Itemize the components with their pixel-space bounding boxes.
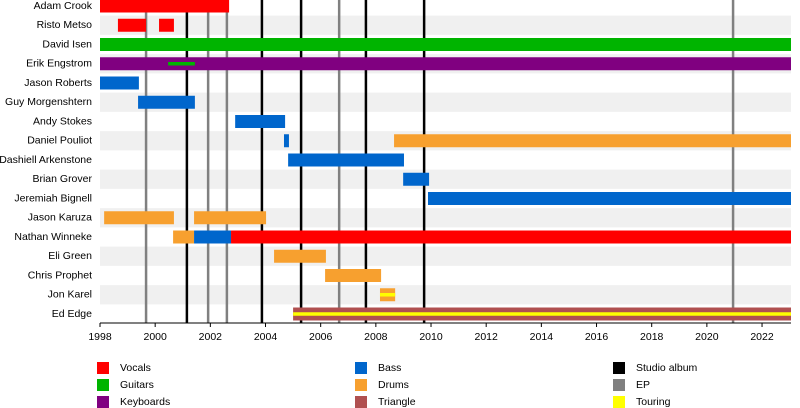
member-bar <box>168 62 195 66</box>
row-label: Erik Engstrom <box>26 58 92 70</box>
legend-label: Guitars <box>120 379 154 391</box>
row-label: Jason Roberts <box>24 77 92 89</box>
legend-label: Studio album <box>636 362 698 374</box>
member-bar <box>394 134 791 148</box>
row-label: Dashiell Arkenstone <box>0 154 92 166</box>
row-label: Nathan Winneke <box>14 231 92 243</box>
member-bar <box>194 211 267 225</box>
legend-swatch <box>613 379 625 391</box>
row-label: Risto Metso <box>37 19 93 31</box>
legend-swatch <box>355 396 367 408</box>
legend-swatch <box>97 379 109 391</box>
member-bar <box>325 269 382 282</box>
row-label: Ed Edge <box>52 308 92 320</box>
member-bar <box>104 211 174 225</box>
x-tick-label: 2018 <box>640 331 664 343</box>
member-bar <box>403 172 430 186</box>
row-label: Andy Stokes <box>33 115 92 127</box>
row-stripe <box>100 208 791 228</box>
row-stripe <box>100 15 791 35</box>
row-label: Daniel Pouliot <box>27 135 92 147</box>
member-bar <box>283 134 289 148</box>
row-stripe <box>100 169 791 189</box>
legend-swatch <box>97 362 109 374</box>
x-tick-label: 2000 <box>143 331 167 343</box>
member-bar <box>173 230 195 244</box>
x-tick-label: 2008 <box>364 331 388 343</box>
member-bar <box>100 76 139 90</box>
row-label: Adam Crook <box>34 0 93 12</box>
legend-label: Touring <box>636 396 671 408</box>
legend-swatch <box>613 362 625 374</box>
member-bar <box>100 38 791 51</box>
x-tick-label: 2016 <box>585 331 609 343</box>
legend-swatch <box>613 396 625 408</box>
x-tick-label: 2020 <box>695 331 719 343</box>
x-tick-label: 2012 <box>475 331 499 343</box>
row-stripe <box>100 285 791 305</box>
row-label: David Isen <box>42 38 92 50</box>
row-label: Guy Morgenshtern <box>5 96 92 108</box>
member-bar <box>274 249 326 263</box>
legend-label: Vocals <box>120 362 151 374</box>
row-stripe <box>100 92 791 112</box>
x-tick-label: 2010 <box>419 331 443 343</box>
x-tick-label: 2014 <box>530 331 554 343</box>
legend-swatch <box>97 396 109 408</box>
x-tick-label: 2006 <box>309 331 333 343</box>
x-tick-label: 2004 <box>254 331 278 343</box>
legend-label: Drums <box>378 379 409 391</box>
x-tick-label: 2002 <box>199 331 223 343</box>
legend-swatch <box>355 362 367 374</box>
member-bar <box>288 153 404 167</box>
legend-swatch <box>355 379 367 391</box>
row-label: Eli Green <box>48 250 92 262</box>
member-bar <box>159 18 174 32</box>
member-bar <box>379 293 396 297</box>
row-label: Jeremiah Bignell <box>14 192 92 204</box>
member-bar <box>100 57 791 71</box>
legend-label: Triangle <box>378 396 416 408</box>
member-bar <box>138 95 195 109</box>
member-bar <box>100 0 230 13</box>
row-label: Jason Karuza <box>28 212 92 224</box>
row-label: Jon Karel <box>48 289 92 301</box>
member-bar <box>235 115 286 128</box>
member-bar <box>231 230 791 244</box>
legend-label: Keyboards <box>120 396 170 408</box>
member-bar <box>427 192 791 205</box>
member-bar <box>194 230 232 244</box>
legend-label: EP <box>636 379 650 391</box>
legend-label: Bass <box>378 362 401 374</box>
member-bar <box>117 18 147 32</box>
member-bar <box>293 312 791 316</box>
row-stripe <box>100 246 791 266</box>
x-tick-label: 2022 <box>750 331 774 343</box>
x-tick-label: 1998 <box>88 331 112 343</box>
row-label: Brian Grover <box>32 173 92 185</box>
row-label: Chris Prophet <box>28 269 92 281</box>
